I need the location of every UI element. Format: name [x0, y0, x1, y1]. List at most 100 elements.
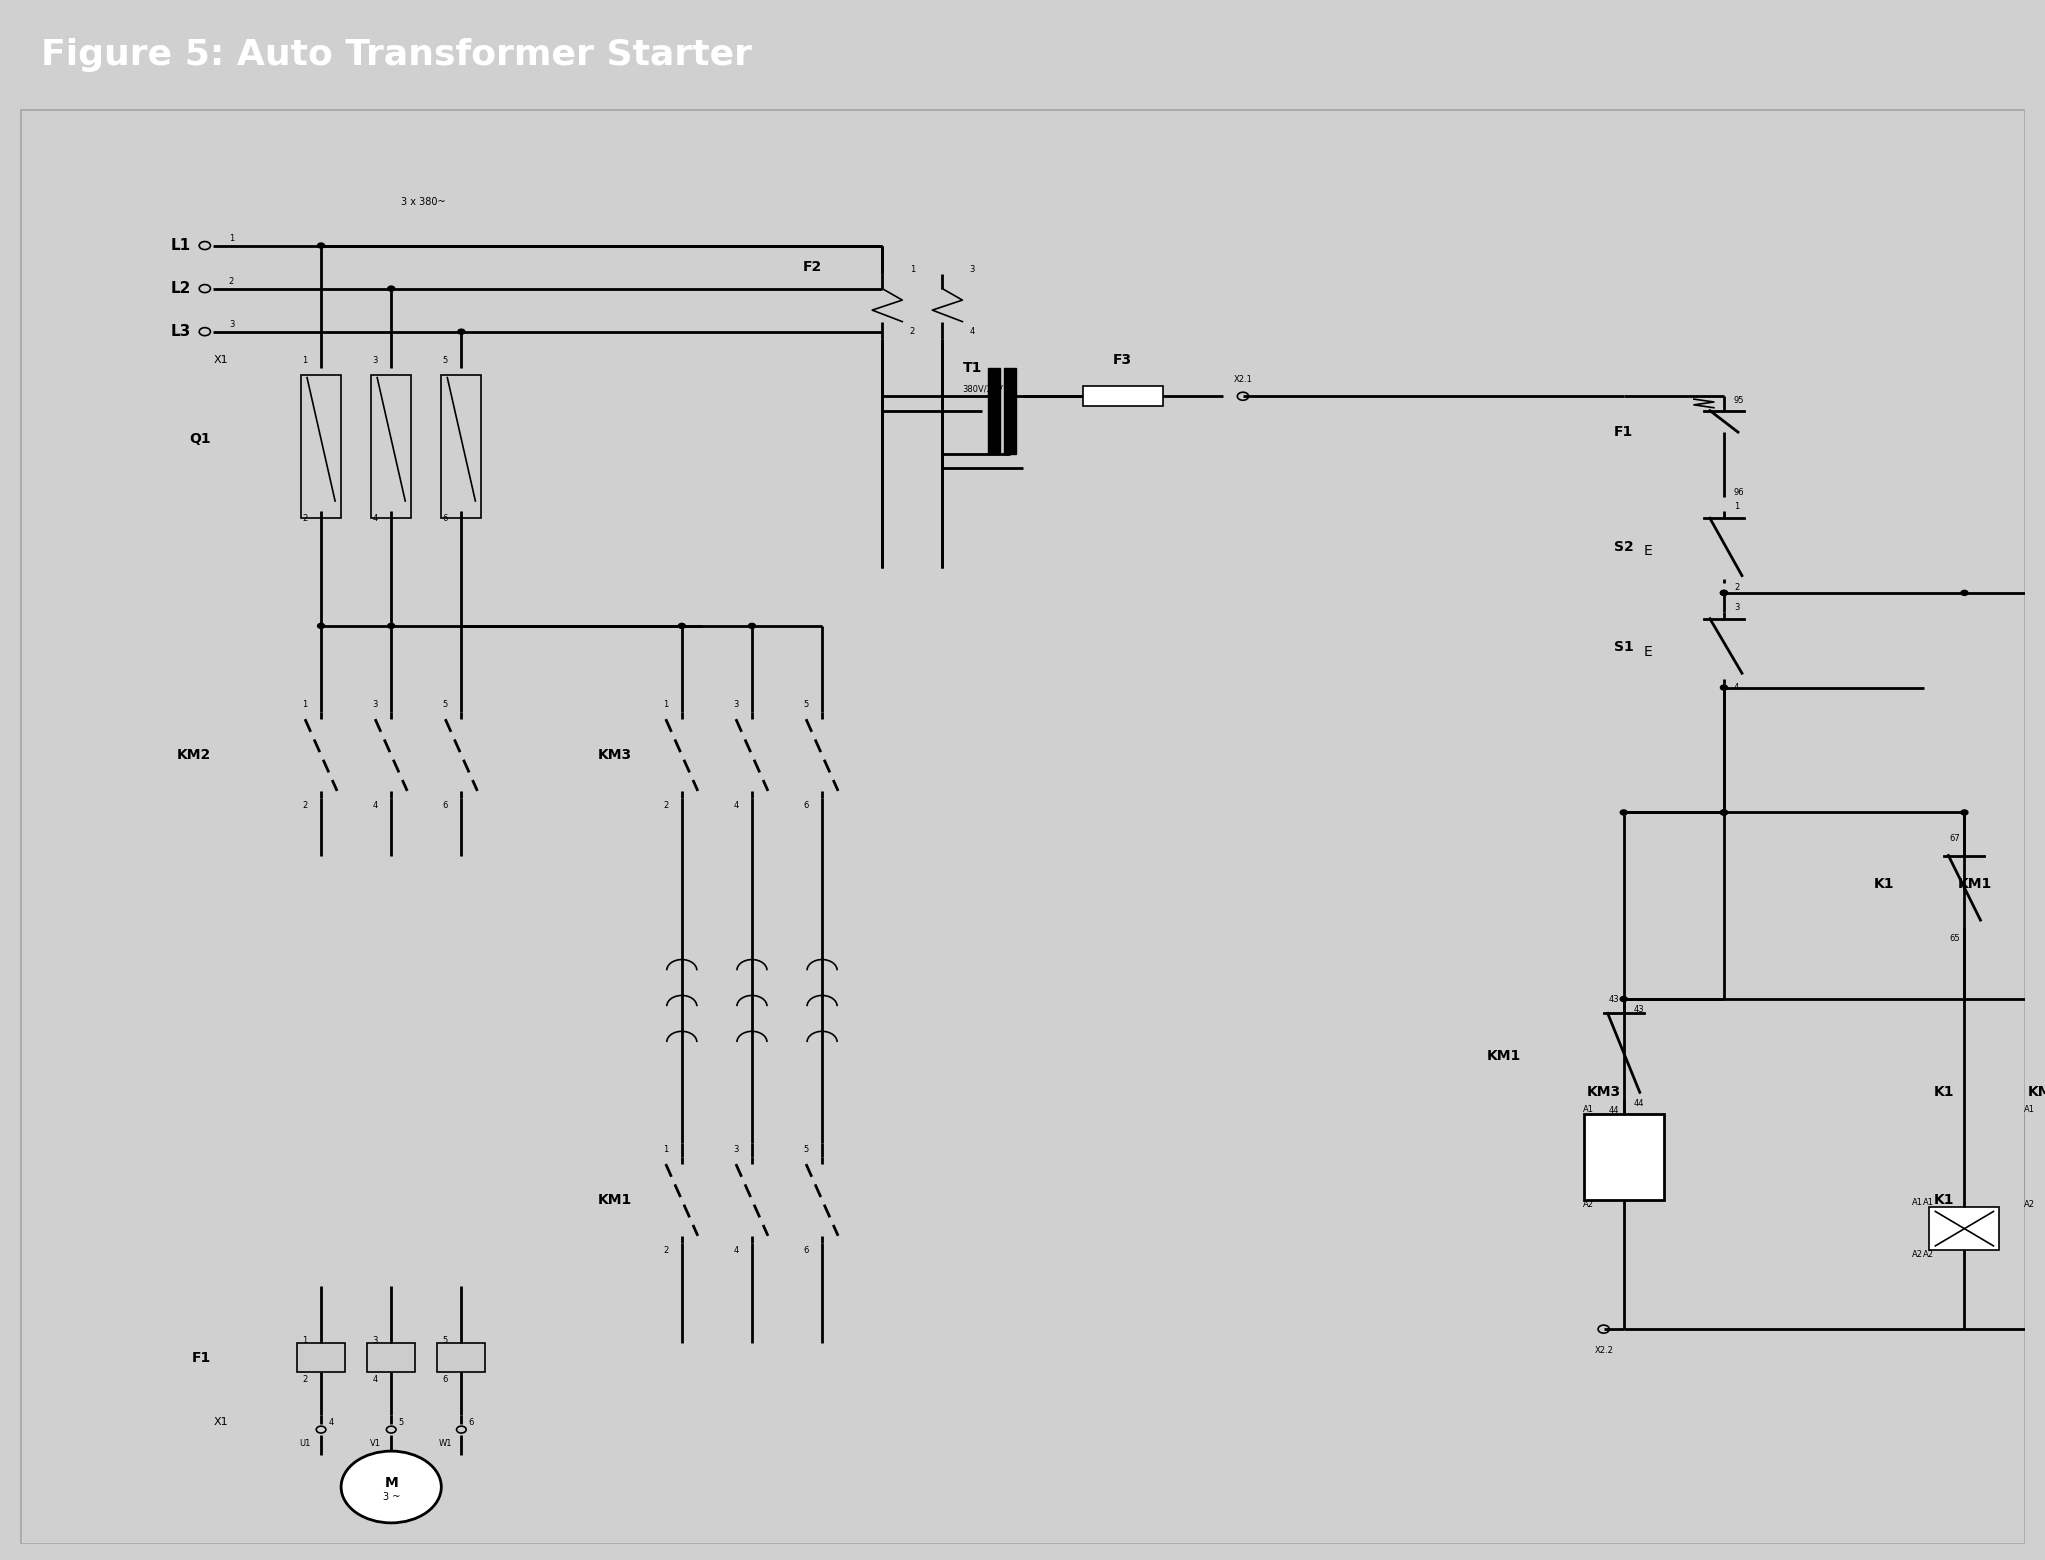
- Circle shape: [1961, 810, 1967, 814]
- Text: 1: 1: [663, 700, 669, 710]
- Bar: [442, 374, 481, 518]
- Bar: [301, 374, 342, 518]
- Text: 5: 5: [442, 356, 448, 365]
- Text: T1: T1: [963, 360, 982, 374]
- Circle shape: [1720, 590, 1728, 596]
- Text: 2: 2: [663, 800, 669, 810]
- Text: Q1: Q1: [190, 432, 211, 446]
- Bar: [2025, 1114, 2045, 1200]
- Text: F3: F3: [1112, 354, 1133, 367]
- Text: 4: 4: [734, 800, 738, 810]
- Text: A2: A2: [1912, 1250, 1924, 1259]
- Text: X2.2: X2.2: [1595, 1346, 1614, 1356]
- Text: E: E: [1644, 544, 1652, 558]
- Text: 2: 2: [303, 513, 307, 523]
- Text: A2: A2: [1583, 1200, 1593, 1209]
- Text: A2: A2: [1924, 1250, 1935, 1259]
- Text: 3: 3: [372, 356, 378, 365]
- Text: 3: 3: [969, 265, 975, 275]
- Text: 6: 6: [442, 1374, 448, 1384]
- Text: 4: 4: [1734, 683, 1738, 693]
- Text: E: E: [1644, 644, 1652, 658]
- Text: 2: 2: [229, 278, 233, 285]
- Text: 1: 1: [303, 356, 307, 365]
- Circle shape: [679, 624, 685, 629]
- Text: K1: K1: [1873, 877, 1894, 891]
- Circle shape: [317, 243, 325, 248]
- Text: V1: V1: [370, 1440, 380, 1448]
- Circle shape: [748, 624, 755, 629]
- Text: KM1: KM1: [1957, 877, 1992, 891]
- Text: 4: 4: [969, 328, 975, 335]
- Circle shape: [389, 624, 395, 629]
- Text: 2: 2: [910, 328, 914, 335]
- Text: 1: 1: [303, 1335, 307, 1345]
- Text: S2: S2: [1614, 540, 1634, 554]
- Text: L2: L2: [170, 281, 190, 296]
- Text: 5: 5: [442, 1335, 448, 1345]
- Text: 4: 4: [329, 1418, 333, 1427]
- Text: A1: A1: [2025, 1104, 2035, 1114]
- Bar: [368, 1343, 415, 1373]
- Text: 4: 4: [734, 1246, 738, 1254]
- Text: A1: A1: [1924, 1198, 1935, 1207]
- Circle shape: [389, 285, 395, 292]
- Bar: [1082, 387, 1164, 406]
- Text: 1: 1: [229, 234, 233, 243]
- Text: U1: U1: [299, 1440, 311, 1448]
- Text: A2: A2: [2025, 1200, 2035, 1209]
- Circle shape: [1720, 685, 1728, 690]
- Text: 3: 3: [734, 1145, 738, 1154]
- Text: 6: 6: [442, 800, 448, 810]
- Text: KM1: KM1: [1487, 1050, 1521, 1064]
- Text: KM2: KM2: [176, 749, 211, 761]
- Text: X1: X1: [213, 1418, 229, 1427]
- Circle shape: [317, 624, 325, 629]
- Bar: [1583, 1114, 1665, 1200]
- Text: 43: 43: [1609, 995, 1620, 1003]
- Text: 1: 1: [303, 700, 307, 710]
- Text: K1: K1: [1935, 1193, 1955, 1207]
- Text: 2: 2: [663, 1246, 669, 1254]
- Text: Figure 5: Auto Transformer Starter: Figure 5: Auto Transformer Starter: [41, 37, 753, 72]
- Text: KM1: KM1: [597, 1193, 632, 1207]
- Circle shape: [1961, 590, 1967, 596]
- Text: 6: 6: [468, 1418, 474, 1427]
- Text: 1: 1: [1734, 502, 1738, 512]
- Text: 4: 4: [372, 800, 378, 810]
- Text: 3: 3: [229, 320, 235, 329]
- Text: F1: F1: [1614, 426, 1634, 438]
- Text: 3: 3: [734, 700, 738, 710]
- Text: 3 x 380~: 3 x 380~: [401, 198, 446, 207]
- Text: A1: A1: [1912, 1198, 1924, 1207]
- Circle shape: [342, 1451, 442, 1523]
- Text: F1: F1: [192, 1351, 211, 1365]
- Circle shape: [458, 329, 464, 334]
- Text: 380V/24V: 380V/24V: [963, 385, 1004, 393]
- Text: S1: S1: [1614, 641, 1634, 654]
- Text: 4: 4: [372, 1374, 378, 1384]
- Text: 1: 1: [663, 1145, 669, 1154]
- Text: KM2: KM2: [2027, 1086, 2045, 1100]
- Text: 5: 5: [442, 700, 448, 710]
- Text: KM3: KM3: [1587, 1086, 1622, 1100]
- Text: 5: 5: [399, 1418, 403, 1427]
- Text: 6: 6: [804, 1246, 808, 1254]
- Text: 2: 2: [303, 800, 307, 810]
- Text: K1: K1: [1935, 1086, 1955, 1100]
- Text: 1: 1: [910, 265, 914, 275]
- Text: KM3: KM3: [597, 749, 632, 761]
- Circle shape: [1620, 997, 1628, 1002]
- Text: 4: 4: [372, 513, 378, 523]
- Text: 5: 5: [804, 1145, 808, 1154]
- Text: 44: 44: [1634, 1100, 1644, 1108]
- Text: 2: 2: [1734, 582, 1738, 591]
- Text: 3: 3: [372, 1335, 378, 1345]
- Text: 44: 44: [1609, 1106, 1620, 1115]
- Text: 3: 3: [372, 700, 378, 710]
- Text: 3 ~: 3 ~: [382, 1491, 401, 1502]
- Text: 67: 67: [1949, 833, 1959, 842]
- Bar: [1004, 368, 1016, 454]
- Circle shape: [1620, 810, 1628, 814]
- Circle shape: [1720, 810, 1728, 814]
